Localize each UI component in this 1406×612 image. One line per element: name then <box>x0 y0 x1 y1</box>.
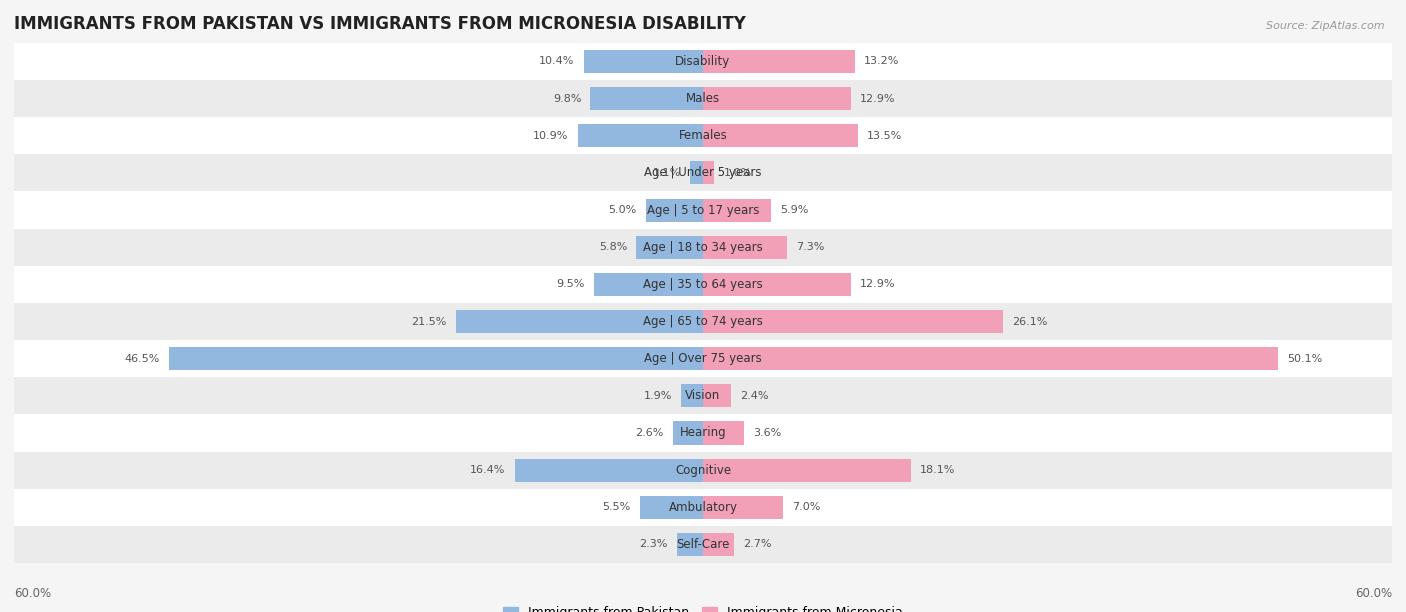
Bar <box>14 303 1392 340</box>
Text: Age | 18 to 34 years: Age | 18 to 34 years <box>643 241 763 254</box>
Text: 5.5%: 5.5% <box>602 502 631 512</box>
Bar <box>14 377 1392 414</box>
Bar <box>703 162 714 184</box>
Bar <box>637 236 703 259</box>
Bar <box>703 458 911 482</box>
Bar <box>14 229 1392 266</box>
Text: Age | 65 to 74 years: Age | 65 to 74 years <box>643 315 763 328</box>
Bar <box>578 124 703 147</box>
Bar <box>456 310 703 333</box>
Text: 2.4%: 2.4% <box>740 391 768 401</box>
Text: 18.1%: 18.1% <box>920 465 956 475</box>
Bar <box>14 414 1392 452</box>
Text: Self-Care: Self-Care <box>676 538 730 551</box>
Bar <box>703 347 1278 370</box>
Bar <box>14 452 1392 489</box>
Text: 3.6%: 3.6% <box>754 428 782 438</box>
Bar <box>703 496 783 519</box>
Bar <box>703 124 858 147</box>
Bar <box>703 310 1002 333</box>
Text: Females: Females <box>679 129 727 142</box>
Text: 2.6%: 2.6% <box>636 428 664 438</box>
Text: 21.5%: 21.5% <box>412 316 447 327</box>
Text: Disability: Disability <box>675 55 731 68</box>
Text: Males: Males <box>686 92 720 105</box>
Text: 26.1%: 26.1% <box>1012 316 1047 327</box>
Bar <box>645 198 703 222</box>
Text: 5.0%: 5.0% <box>609 205 637 215</box>
Bar <box>676 533 703 556</box>
Bar <box>14 266 1392 303</box>
Bar <box>673 422 703 444</box>
Bar <box>14 192 1392 229</box>
Text: IMMIGRANTS FROM PAKISTAN VS IMMIGRANTS FROM MICRONESIA DISABILITY: IMMIGRANTS FROM PAKISTAN VS IMMIGRANTS F… <box>14 15 747 33</box>
Text: 2.3%: 2.3% <box>640 539 668 550</box>
Bar <box>703 273 851 296</box>
Bar <box>14 80 1392 117</box>
Bar <box>690 162 703 184</box>
Bar <box>703 50 855 73</box>
Text: Vision: Vision <box>685 389 721 402</box>
Text: Ambulatory: Ambulatory <box>668 501 738 514</box>
Text: 50.1%: 50.1% <box>1288 354 1323 364</box>
Bar <box>593 273 703 296</box>
Text: 5.9%: 5.9% <box>780 205 808 215</box>
Bar <box>14 340 1392 377</box>
Bar <box>703 422 744 444</box>
Text: 13.5%: 13.5% <box>868 131 903 141</box>
Text: Age | 35 to 64 years: Age | 35 to 64 years <box>643 278 763 291</box>
Bar <box>703 384 731 408</box>
Text: 10.9%: 10.9% <box>533 131 568 141</box>
Bar <box>14 489 1392 526</box>
Bar <box>703 198 770 222</box>
Text: Age | Over 75 years: Age | Over 75 years <box>644 352 762 365</box>
Text: 10.4%: 10.4% <box>538 56 575 67</box>
Text: Age | 5 to 17 years: Age | 5 to 17 years <box>647 204 759 217</box>
Bar <box>14 43 1392 80</box>
Text: 12.9%: 12.9% <box>860 279 896 289</box>
Text: Age | Under 5 years: Age | Under 5 years <box>644 166 762 179</box>
Bar <box>703 236 787 259</box>
Bar <box>681 384 703 408</box>
Text: 1.1%: 1.1% <box>652 168 681 178</box>
Text: 2.7%: 2.7% <box>744 539 772 550</box>
Text: 13.2%: 13.2% <box>863 56 898 67</box>
Text: 1.9%: 1.9% <box>644 391 672 401</box>
Bar <box>169 347 703 370</box>
Text: 9.8%: 9.8% <box>553 94 581 103</box>
Bar <box>640 496 703 519</box>
Legend: Immigrants from Pakistan, Immigrants from Micronesia: Immigrants from Pakistan, Immigrants fro… <box>503 606 903 612</box>
Text: 7.0%: 7.0% <box>793 502 821 512</box>
Bar <box>591 87 703 110</box>
Bar <box>14 117 1392 154</box>
Text: 16.4%: 16.4% <box>470 465 506 475</box>
Bar <box>703 533 734 556</box>
Bar <box>583 50 703 73</box>
Text: Cognitive: Cognitive <box>675 464 731 477</box>
Text: 5.8%: 5.8% <box>599 242 627 252</box>
Bar <box>14 526 1392 563</box>
Text: 46.5%: 46.5% <box>125 354 160 364</box>
Text: 60.0%: 60.0% <box>1355 587 1392 600</box>
Text: 9.5%: 9.5% <box>557 279 585 289</box>
Bar <box>703 87 851 110</box>
Text: 7.3%: 7.3% <box>796 242 824 252</box>
Text: 1.0%: 1.0% <box>724 168 752 178</box>
Text: Hearing: Hearing <box>679 427 727 439</box>
Text: Source: ZipAtlas.com: Source: ZipAtlas.com <box>1267 21 1385 31</box>
Text: 60.0%: 60.0% <box>14 587 51 600</box>
Bar <box>515 458 703 482</box>
Text: 12.9%: 12.9% <box>860 94 896 103</box>
Bar <box>14 154 1392 192</box>
